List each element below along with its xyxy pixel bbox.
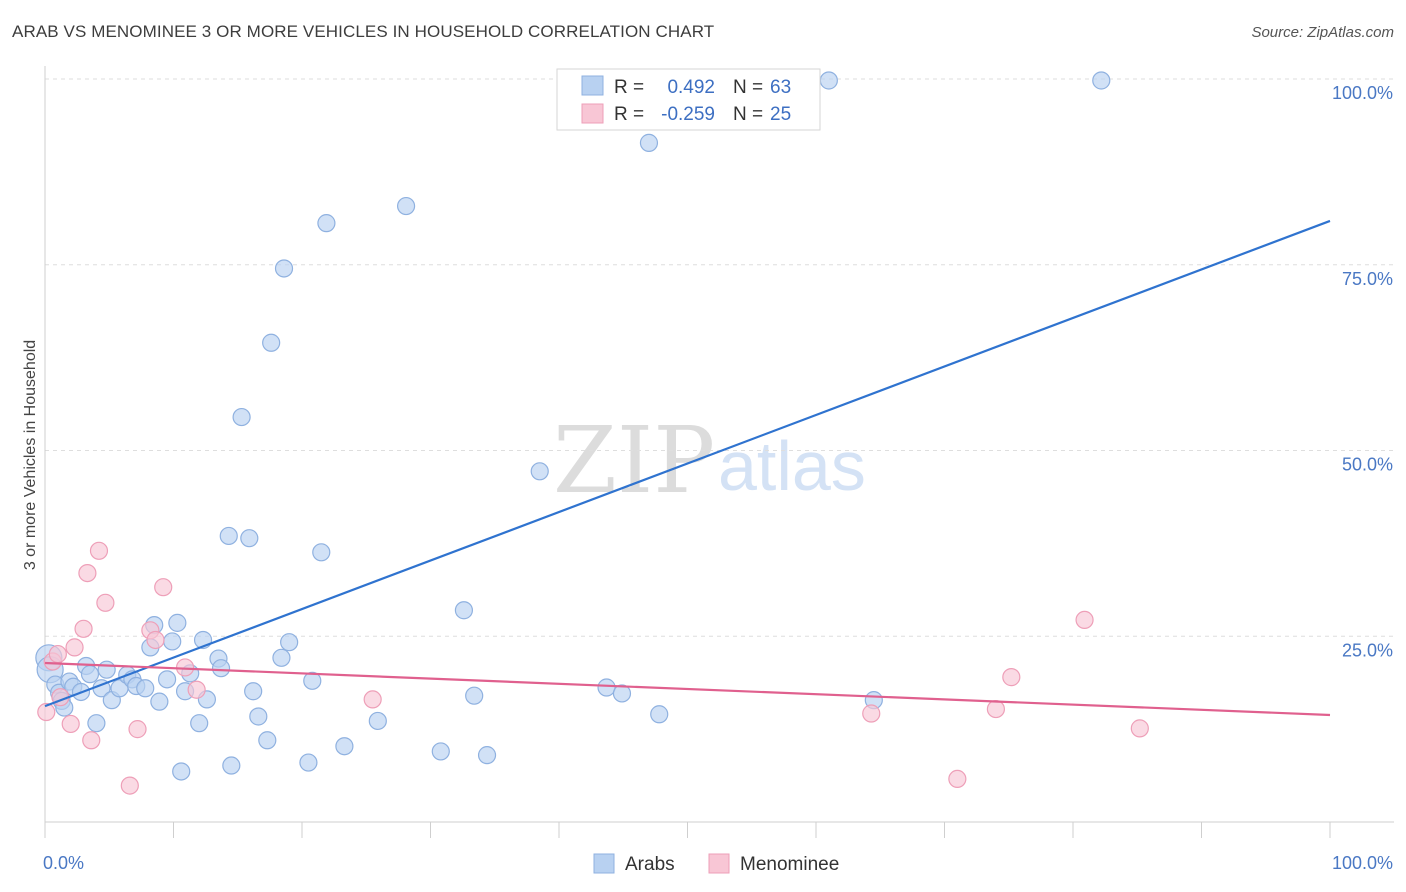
arab-point-26 [172,762,191,781]
arabs-trendline [44,219,1331,708]
menominee-point-23 [1130,719,1149,738]
y-tick-label-0: 25.0% [1342,640,1393,660]
arab-point-49 [335,737,354,756]
arab-point-33 [211,659,231,678]
arab-point-57 [597,678,616,697]
arab-point-60 [650,705,669,724]
arab-point-35 [222,756,241,775]
bottom-legend-label-arabs: Arabs [625,854,675,875]
legend-r-value-menominee: -0.259 [661,104,715,125]
menominee-point-4 [65,638,84,657]
trendlines [44,219,1331,717]
menominee-point-22 [1075,610,1094,630]
y-tick-label-2: 75.0% [1342,269,1393,289]
legend-r-value-arabs: 0.492 [667,77,715,98]
arab-point-23 [157,670,177,689]
x-tick-labels: 0.0% 100.0% [43,853,1393,873]
menominee-trendline [44,661,1331,717]
arab-point-48 [317,214,336,233]
watermark-atlas: atlas [718,427,866,505]
arab-point-41 [262,333,281,352]
y-tick-label-3: 100.0% [1332,83,1393,103]
arab-point-42 [274,259,294,278]
menominee-point-17 [363,690,382,709]
chart-title: ARAB VS MENOMINEE 3 OR MORE VEHICLES IN … [12,22,715,41]
menominee-point-11 [128,720,147,739]
menominee-point-14 [154,578,173,597]
y-axis-label: 3 or more Vehicles in Household [22,340,39,570]
series-menominee [37,541,1149,795]
menominee-point-16 [187,680,206,699]
arab-point-40 [258,731,277,750]
arab-point-50 [368,711,387,731]
series-arabs [35,71,1111,781]
legend-n-value-arabs: 63 [770,77,791,98]
legend-n-label-menominee: N = [733,104,763,125]
arab-point-44 [280,633,299,652]
legend-n-value-menominee: 25 [770,104,791,125]
y-tick-labels: 25.0% 50.0% 75.0% 100.0% [1332,83,1393,660]
arab-point-36 [232,407,251,427]
arab-point-13 [97,660,116,679]
arab-point-10 [80,665,100,684]
bottom-legend-label-menominee: Menominee [740,854,839,875]
arab-point-56 [530,462,549,481]
menominee-point-8 [89,541,109,560]
bottom-legend-swatch-menominee [708,853,730,874]
arab-point-22 [150,692,169,711]
legend-swatch-menominee [581,103,604,124]
arab-point-38 [244,682,263,701]
arab-point-25 [168,613,187,632]
menominee-point-18 [862,704,881,723]
arab-point-19 [136,679,155,698]
watermark-zip: ZIP [553,407,715,514]
menominee-point-9 [96,593,115,612]
menominee-point-13 [146,630,165,650]
legend-r-label-arabs: R = [614,77,644,98]
legend-swatch-arabs [581,75,604,96]
arab-point-46 [303,671,322,690]
menominee-point-3 [61,714,80,734]
source-credit: Source: ZipAtlas.com [1251,24,1394,41]
menominee-point-20 [986,699,1006,719]
y-tick-label-1: 50.0% [1342,455,1393,475]
x-tick-label-max: 100.0% [1332,853,1393,873]
arab-point-55 [477,746,497,765]
watermark: ZIP atlas [553,407,866,514]
arab-point-39 [249,707,268,726]
menominee-point-10 [120,776,139,795]
menominee-point-19 [948,769,967,789]
menominee-point-6 [78,563,97,583]
arab-point-24 [163,632,182,651]
gridlines [45,78,1394,637]
arab-point-63 [1092,71,1111,90]
arab-point-47 [312,543,331,562]
menominee-point-7 [82,731,101,750]
legend-r-label-menominee: R = [614,104,644,125]
arab-point-52 [431,742,450,761]
arab-point-29 [190,714,209,733]
arab-point-51 [396,196,416,216]
menominee-point-0 [37,702,56,722]
arab-point-59 [639,133,659,152]
menominee-point-21 [1002,668,1021,687]
arab-point-11 [87,714,106,733]
x-tick-label-min: 0.0% [43,853,84,873]
bottom-legend-swatch-arabs [593,853,615,874]
arab-point-34 [219,526,238,546]
legend-n-label-arabs: N = [733,77,763,98]
arab-point-43 [272,648,291,667]
arab-point-61 [819,71,838,90]
arab-point-37 [240,529,259,548]
arab-point-53 [454,601,474,620]
correlation-legend: R = 0.492 N = 63 R = -0.259 N = 25 [556,68,821,131]
arab-point-58 [612,684,632,703]
menominee-point-24 [48,644,67,664]
series-legend: Arabs Menominee [593,853,839,875]
arab-point-54 [465,686,484,705]
arab-point-45 [299,753,318,772]
x-axis-ticks [44,822,1331,838]
menominee-point-5 [74,619,93,638]
